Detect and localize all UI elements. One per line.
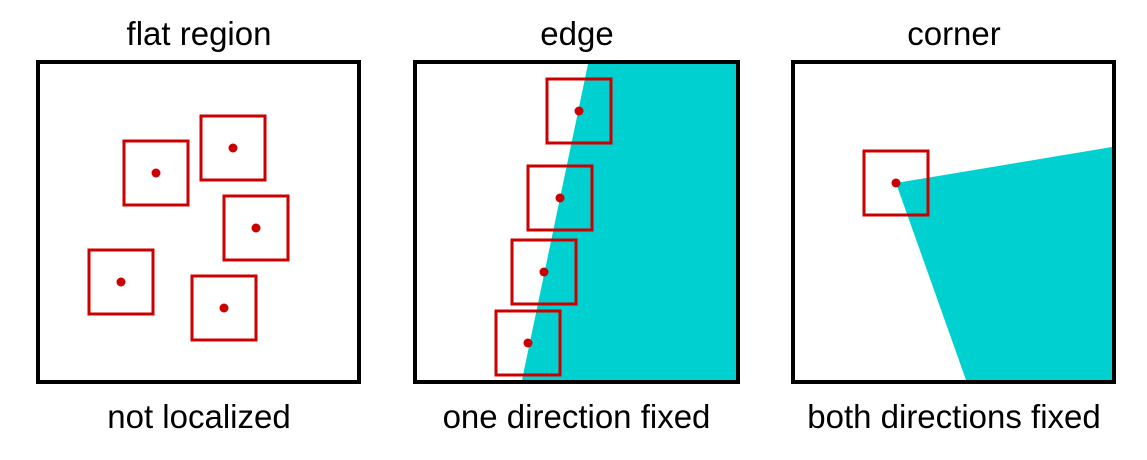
panel-title-corner: corner — [907, 15, 1001, 52]
sliding-window — [862, 149, 930, 217]
window-center-dot — [539, 267, 549, 277]
sliding-window — [199, 114, 267, 182]
sliding-window — [222, 194, 290, 262]
corner-region — [896, 147, 1112, 380]
edge-panel — [413, 60, 740, 384]
corner-diagram — [862, 147, 1112, 380]
panel-caption-not-localized: not localized — [107, 398, 291, 435]
window-square — [222, 194, 290, 262]
sliding-window — [122, 139, 190, 207]
panel-caption-both-directions-fixed: both directions fixed — [807, 398, 1101, 435]
sliding-window — [494, 309, 562, 377]
flat-region-panel — [36, 60, 361, 384]
window-square — [510, 238, 578, 306]
panel-caption-one-direction-fixed: one direction fixed — [442, 398, 711, 435]
window-square — [545, 77, 613, 145]
corner-panel — [791, 60, 1116, 384]
sliding-window — [190, 274, 258, 342]
sliding-window — [526, 164, 594, 232]
window-square — [190, 274, 258, 342]
sliding-window — [545, 77, 613, 145]
window-center-dot — [251, 223, 261, 233]
window-center-dot — [116, 277, 126, 287]
window-center-dot — [228, 143, 238, 153]
window-center-dot — [151, 168, 161, 178]
window-center-dot — [891, 178, 901, 188]
window-square — [494, 309, 562, 377]
window-square — [526, 164, 594, 232]
window-square — [122, 139, 190, 207]
window-square — [199, 114, 267, 182]
sliding-window — [87, 248, 155, 316]
window-square — [87, 248, 155, 316]
edge-diagram — [494, 64, 736, 380]
window-center-dot — [523, 338, 533, 348]
window-center-dot — [219, 303, 229, 313]
window-center-dot — [555, 193, 565, 203]
window-square — [862, 149, 930, 217]
panel-title-flat-region: flat region — [126, 15, 272, 52]
panel-title-edge: edge — [540, 15, 614, 52]
window-center-dot — [574, 106, 584, 116]
edge-region — [522, 64, 736, 380]
sliding-window — [510, 238, 578, 306]
flat-region-diagram — [87, 114, 290, 342]
